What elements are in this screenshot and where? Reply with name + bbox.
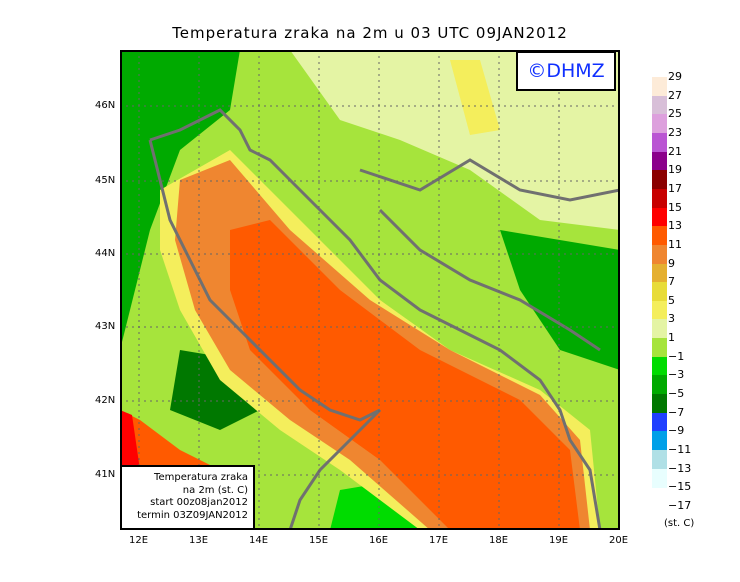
legend-unit: (st. C): [664, 518, 695, 529]
lat-label: 41N: [95, 469, 116, 480]
lon-label: 13E: [189, 535, 209, 546]
western-coastline: [148, 139, 382, 530]
temperature-map: [120, 50, 620, 530]
legend-swatch: [652, 468, 667, 488]
legend-value: 23: [668, 125, 682, 139]
legend-value: −13: [668, 461, 692, 475]
borders: [359, 158, 620, 352]
northwest-cold-zone: [120, 50, 240, 350]
lon-label: 20E: [609, 535, 629, 546]
info-line: na 2m (st. C): [182, 484, 248, 496]
legend-value: −3: [668, 368, 685, 382]
legend-value: 25: [668, 107, 682, 121]
lat-label: 42N: [95, 395, 116, 406]
lat-label: 46N: [95, 100, 116, 111]
legend-value: −1: [668, 349, 685, 363]
lon-label: 16E: [369, 535, 389, 546]
map-frame: [120, 50, 620, 530]
legend-value: 5: [668, 293, 675, 307]
eastern-coastline: [149, 108, 602, 530]
grid-lines: [120, 50, 620, 530]
legend-value: 19: [668, 163, 682, 177]
legend-swatch: [652, 226, 667, 246]
legend-value: 29: [668, 70, 682, 83]
lon-label: 19E: [549, 535, 569, 546]
legend-swatch: [652, 375, 667, 395]
legend-swatch: [652, 132, 667, 153]
lon-label: 18E: [489, 535, 509, 546]
lon-label: 14E: [249, 535, 269, 546]
legend-swatch: [652, 77, 667, 97]
info-line: Temperatura zraka: [154, 472, 248, 483]
legend-value: 9: [668, 256, 675, 270]
lat-label: 43N: [95, 321, 116, 332]
legend-swatch: [652, 412, 667, 432]
legend-value: 1: [668, 331, 675, 345]
lat-label: 45N: [95, 175, 116, 186]
legend-swatch: [652, 356, 667, 376]
dhmz-logo: ©DHMZ: [516, 51, 616, 91]
lat-label: 44N: [95, 248, 116, 259]
adriatic-sea-core: [230, 220, 580, 530]
info-box: Temperatura zraka na 2m (st. C) start 00…: [120, 465, 255, 530]
legend-value: −15: [668, 480, 692, 494]
bosnia-cold-zone: [500, 230, 620, 370]
info-line: termin 03Z09JAN2012: [137, 509, 248, 521]
legend-value: 3: [668, 312, 675, 326]
legend-swatch: [652, 282, 667, 302]
map-title: Temperatura zraka na 2m u 03 UTC 09JAN20…: [172, 24, 568, 42]
info-line: start 00z08jan2012: [150, 497, 248, 508]
legend-swatch: [652, 394, 667, 414]
lon-label: 15E: [309, 535, 329, 546]
legend-swatch: [652, 151, 667, 171]
legend-swatch: [652, 300, 667, 320]
legend-value: 21: [668, 144, 682, 158]
tyrrhenian-hot-spot: [120, 410, 140, 480]
legend-value: 11: [668, 237, 682, 251]
legend-swatch: [652, 188, 667, 209]
legend-swatch: [652, 170, 667, 190]
legend-swatch: [652, 319, 667, 339]
legend-swatch: [652, 114, 667, 134]
legend-swatch: [652, 263, 667, 283]
legend-swatch: [652, 207, 667, 227]
legend-value: −17: [668, 498, 692, 512]
legend-value: −11: [668, 443, 692, 456]
legend-swatch: [652, 450, 667, 470]
warm-spot: [450, 60, 500, 135]
legend-value: −7: [668, 405, 685, 419]
legend-swatch: [652, 244, 667, 264]
legend-value: 15: [668, 200, 682, 214]
legend-swatch: [652, 95, 667, 115]
lon-label: 12E: [129, 535, 149, 546]
legend-value: −9: [668, 424, 685, 438]
legend-swatch: [652, 431, 667, 451]
legend-value: 27: [668, 88, 682, 102]
legend-value: 13: [668, 219, 682, 233]
legend-value: −5: [668, 387, 685, 401]
legend-value: 17: [668, 181, 682, 195]
legend-value: 7: [668, 275, 675, 289]
northeast-mild-zone: [290, 50, 620, 230]
legend-swatch: [652, 338, 667, 358]
lon-label: 17E: [429, 535, 449, 546]
